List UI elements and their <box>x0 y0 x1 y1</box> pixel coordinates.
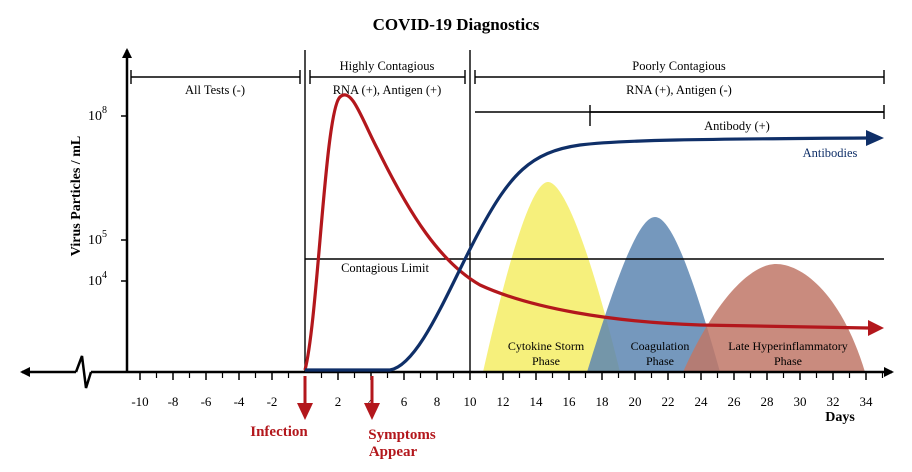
poorly-contagious-label: Poorly Contagious <box>632 59 726 73</box>
coagulation-phase-label-line2: Phase <box>646 354 674 368</box>
antibody-positive-label: Antibody (+) <box>704 119 770 133</box>
infection-arrow-icon <box>297 376 313 420</box>
coagulation-phase-area <box>587 217 720 372</box>
cytokine-phase-label-line1: Cytokine Storm <box>508 339 585 353</box>
x-tick-label: 26 <box>728 394 742 409</box>
symptoms-label-line2: Appear <box>369 444 418 460</box>
x-tick-label: 34 <box>860 394 874 409</box>
x-tick-label: 22 <box>662 394 675 409</box>
symptoms-label-line1: Symptoms <box>368 427 436 443</box>
x-tick-label: 32 <box>827 394 840 409</box>
late-phase-label-line2: Phase <box>774 354 802 368</box>
coagulation-phase-label-line1: Coagulation <box>631 339 690 353</box>
diagram-title: COVID-19 Diagnostics <box>373 15 540 34</box>
antibodies-label: Antibodies <box>803 146 858 160</box>
virus-curve-arrow-icon <box>868 320 884 336</box>
y-axis-label: Virus Particles / mL <box>69 136 84 256</box>
x-tick-label: -4 <box>234 394 245 409</box>
antibody-curve-arrow-icon <box>866 130 884 146</box>
x-axis-break-icon <box>74 355 93 389</box>
symptoms-arrow-icon <box>364 376 380 420</box>
y-tick-labels: 108 105 104 <box>88 105 127 289</box>
highly-contagious-bracket <box>309 70 466 84</box>
x-tick-label: 8 <box>434 394 441 409</box>
cytokine-phase-label-line2: Phase <box>532 354 560 368</box>
x-axis-unit-label: Days <box>825 410 855 425</box>
y-tick-label: 105 <box>88 229 107 248</box>
all-tests-bracket <box>130 70 301 84</box>
x-tick-label: -8 <box>168 394 179 409</box>
x-tick-label: 20 <box>629 394 642 409</box>
late-phase-label-line1: Late Hyperinflammatory <box>728 339 848 353</box>
all-tests-label: All Tests (-) <box>185 83 245 97</box>
highly-contagious-label: Highly Contagious <box>340 59 435 73</box>
x-tick-label: -6 <box>201 394 212 409</box>
contagious-limit-label: Contagious Limit <box>341 261 429 275</box>
antibody-curve <box>305 136 869 372</box>
highly-contagious-tests-label: RNA (+), Antigen (+) <box>333 83 442 97</box>
poorly-contagious-tests-label: RNA (+), Antigen (-) <box>626 83 732 97</box>
x-tick-label: 14 <box>530 394 544 409</box>
poorly-contagious-bracket <box>474 70 885 84</box>
x-tick-label: 28 <box>761 394 774 409</box>
x-tick-label: -2 <box>267 394 278 409</box>
x-tick-label: 18 <box>596 394 609 409</box>
x-tick-label: 2 <box>335 394 342 409</box>
x-tick-label: 10 <box>464 394 477 409</box>
y-tick-label: 104 <box>88 270 107 289</box>
x-tick-label: 16 <box>563 394 577 409</box>
x-tick-label: 30 <box>794 394 807 409</box>
antibody-bracket <box>589 105 884 126</box>
x-tick-label: -10 <box>131 394 148 409</box>
x-tick-label: 24 <box>695 394 709 409</box>
infection-label: Infection <box>250 424 308 440</box>
x-ticks: -10-8-6-4-224681012141618202224262830323… <box>131 372 884 409</box>
y-tick-label: 108 <box>88 105 107 124</box>
x-tick-label: 12 <box>497 394 510 409</box>
x-tick-label: 6 <box>401 394 408 409</box>
cytokine-storm-phase-area <box>483 182 620 372</box>
late-hyperinflammatory-phase-area <box>683 264 865 372</box>
virus-load-curve <box>303 93 869 371</box>
